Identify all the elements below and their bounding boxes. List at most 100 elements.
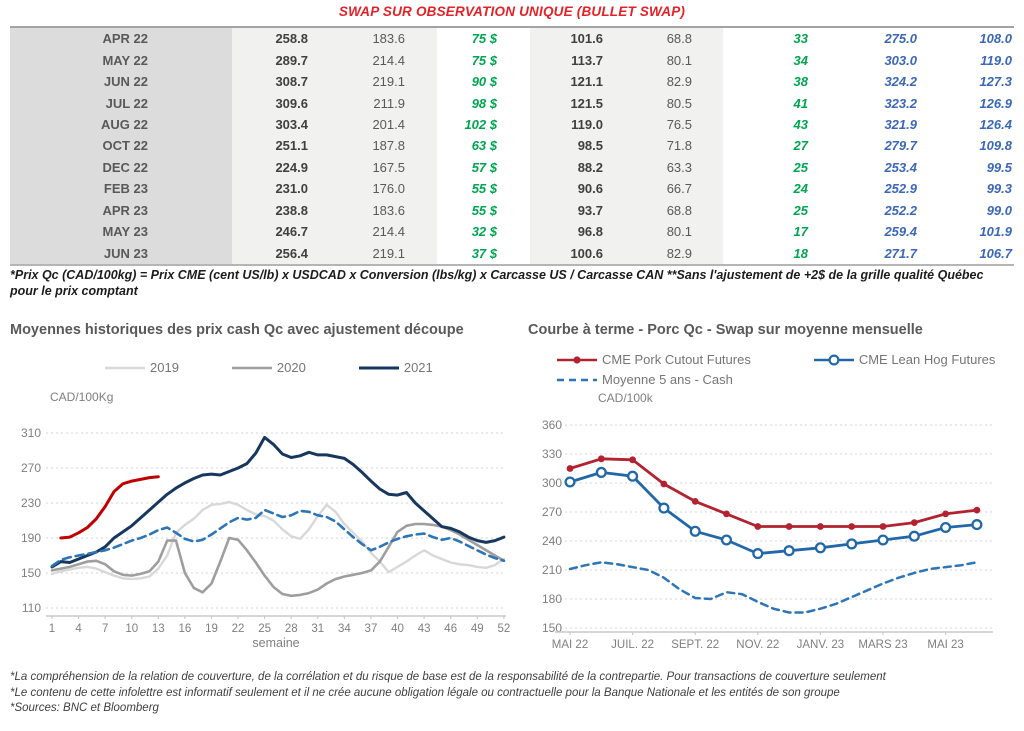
table-cell: 43 — [793, 116, 808, 132]
page-title: SWAP SUR OBSERVATION UNIQUE (BULLET SWAP… — [338, 4, 686, 19]
table-cell: 63 $ — [471, 138, 497, 154]
table-cell: 231.0 — [232, 178, 320, 200]
table-cell: 219.1 — [320, 242, 437, 264]
svg-text:37: 37 — [365, 623, 378, 635]
table-cell: 25 — [793, 202, 808, 218]
table-cell: 75 $ — [471, 52, 497, 68]
table-cell: 96.8 — [530, 220, 620, 243]
table-cell: 167.5 — [320, 156, 437, 179]
table-cell: MAY 23 — [10, 220, 232, 243]
table-cell: 258.8 — [232, 28, 320, 50]
table-cell: 275.0 — [884, 31, 917, 47]
table-cell: APR 22 — [10, 28, 232, 50]
svg-text:1: 1 — [49, 623, 55, 635]
table-cell: 80.1 — [620, 220, 723, 243]
left-chart-canvas: 110 150 190 230 270 310 1 4 7 10 13 16 19 22 25 28 31 34 3… — [21, 426, 510, 650]
table-cell: 121.5 — [530, 92, 620, 114]
table-cell: 289.7 — [232, 49, 320, 71]
footnote-line: *Le contenu de cette infolettre est info… — [10, 686, 840, 699]
table-cell: 279.7 — [884, 138, 917, 154]
table-cell: 27 — [793, 138, 808, 154]
table-cell: 90 $ — [471, 74, 497, 90]
svg-text:46: 46 — [444, 623, 457, 635]
svg-text:4: 4 — [75, 623, 82, 635]
table-cell: 127.3 — [979, 74, 1012, 90]
legend-label: 2021 — [403, 360, 433, 375]
legend-item-moyenne-5ans: Moyenne 5 ans - Cash — [556, 372, 733, 387]
table-cell: 214.4 — [320, 220, 437, 243]
table-cell: 17 — [793, 224, 808, 240]
table-cell: 246.7 — [232, 220, 320, 243]
table-cell: 106.7 — [979, 245, 1012, 261]
table-cell: MAY 22 — [10, 49, 232, 71]
table-cell: 82.9 — [620, 242, 723, 264]
right-chart-legend-row1: CME Pork Cutout Futures CME Lean Hog Fut… — [556, 352, 995, 367]
table-cell: 109.8 — [979, 138, 1012, 154]
table-cell: 219.1 — [320, 70, 437, 93]
svg-text:22: 22 — [232, 623, 245, 635]
svg-text:MAI 22: MAI 22 — [552, 639, 588, 651]
svg-text:25: 25 — [258, 623, 271, 635]
table-cell: 252.2 — [884, 202, 917, 218]
table-cell: 119.0 — [530, 113, 620, 136]
table-cell: FEB 23 — [10, 178, 232, 200]
line-swatch-icon — [231, 366, 272, 369]
table-cell: 24 — [793, 181, 808, 197]
table-cell: 251.1 — [232, 135, 320, 157]
table-row: FEB 23 231.0 176.0 55 $ 90.6 66.7 24 252.9 99.3 — [10, 178, 1014, 200]
table-cell: 98 $ — [471, 95, 497, 111]
svg-text:52: 52 — [497, 623, 510, 635]
right-chart-legend-row2: Moyenne 5 ans - Cash — [556, 372, 733, 387]
svg-text:270: 270 — [542, 505, 562, 519]
svg-text:43: 43 — [418, 623, 431, 635]
table-cell: 82.9 — [620, 70, 723, 93]
table-cell: 41 — [793, 95, 808, 111]
footnote-line: *Sources: BNC et Bloomberg — [10, 702, 159, 714]
line-swatch-icon — [358, 366, 399, 369]
legend-label: 2019 — [150, 360, 179, 375]
svg-text:NOV. 22: NOV. 22 — [736, 639, 779, 651]
table-cell: 176.0 — [320, 178, 437, 200]
svg-text:360: 360 — [542, 418, 562, 432]
svg-text:19: 19 — [205, 623, 218, 635]
table-row: APR 23 238.8 183.6 55 $ 93.7 68.8 25 252.2 99.0 — [10, 199, 1014, 221]
table-cell: JUL 22 — [10, 92, 232, 114]
svg-text:240: 240 — [542, 534, 562, 548]
table-cell: 57 $ — [471, 159, 497, 175]
table-cell: 126.9 — [979, 95, 1012, 111]
table-cell: 183.6 — [320, 28, 437, 50]
svg-text:270: 270 — [21, 461, 41, 475]
legend-label: 2020 — [276, 360, 306, 375]
table-cell: 55 $ — [471, 181, 497, 197]
footnote-line: *La compréhension de la relation de couv… — [10, 671, 886, 683]
table-cell: 256.4 — [232, 242, 320, 264]
table-cell: DEC 22 — [10, 156, 232, 179]
line-swatch-icon — [105, 366, 145, 369]
table-cell: 238.8 — [232, 199, 320, 221]
legend-item-2019: 2019 — [104, 360, 179, 375]
table-row: MAY 23 246.7 214.4 32 $ 96.8 80.1 17 259.4 101.9 — [10, 220, 1014, 243]
table-cell: 108.0 — [979, 31, 1012, 47]
table-cell: 321.9 — [884, 116, 917, 132]
table-cell: 126.4 — [979, 116, 1012, 132]
table-cell: 34 — [793, 52, 808, 68]
legend-label: CME Lean Hog Futures — [858, 352, 996, 367]
table-cell: 224.9 — [232, 156, 320, 179]
table-cell: 55 $ — [471, 202, 497, 218]
svg-text:310: 310 — [21, 426, 41, 440]
svg-text:49: 49 — [471, 623, 484, 635]
table-cell: 101.9 — [979, 224, 1012, 240]
svg-text:semaine: semaine — [252, 636, 299, 650]
table-cell: 259.4 — [884, 224, 917, 240]
table-cell: 98.5 — [530, 135, 620, 157]
table-row: MAY 22 289.7 214.4 75 $ 113.7 80.1 34 303.0 119.… — [10, 49, 1014, 71]
table-cell: 99.5 — [986, 159, 1012, 175]
table-cell: 71.8 — [620, 135, 723, 157]
table-cell: JUN 23 — [10, 242, 232, 264]
table-cell: 66.7 — [620, 178, 723, 200]
table-cell: 101.6 — [530, 28, 620, 50]
svg-text:330: 330 — [542, 447, 562, 461]
table-cell: 25 — [793, 159, 808, 175]
table-cell: 308.7 — [232, 70, 320, 93]
